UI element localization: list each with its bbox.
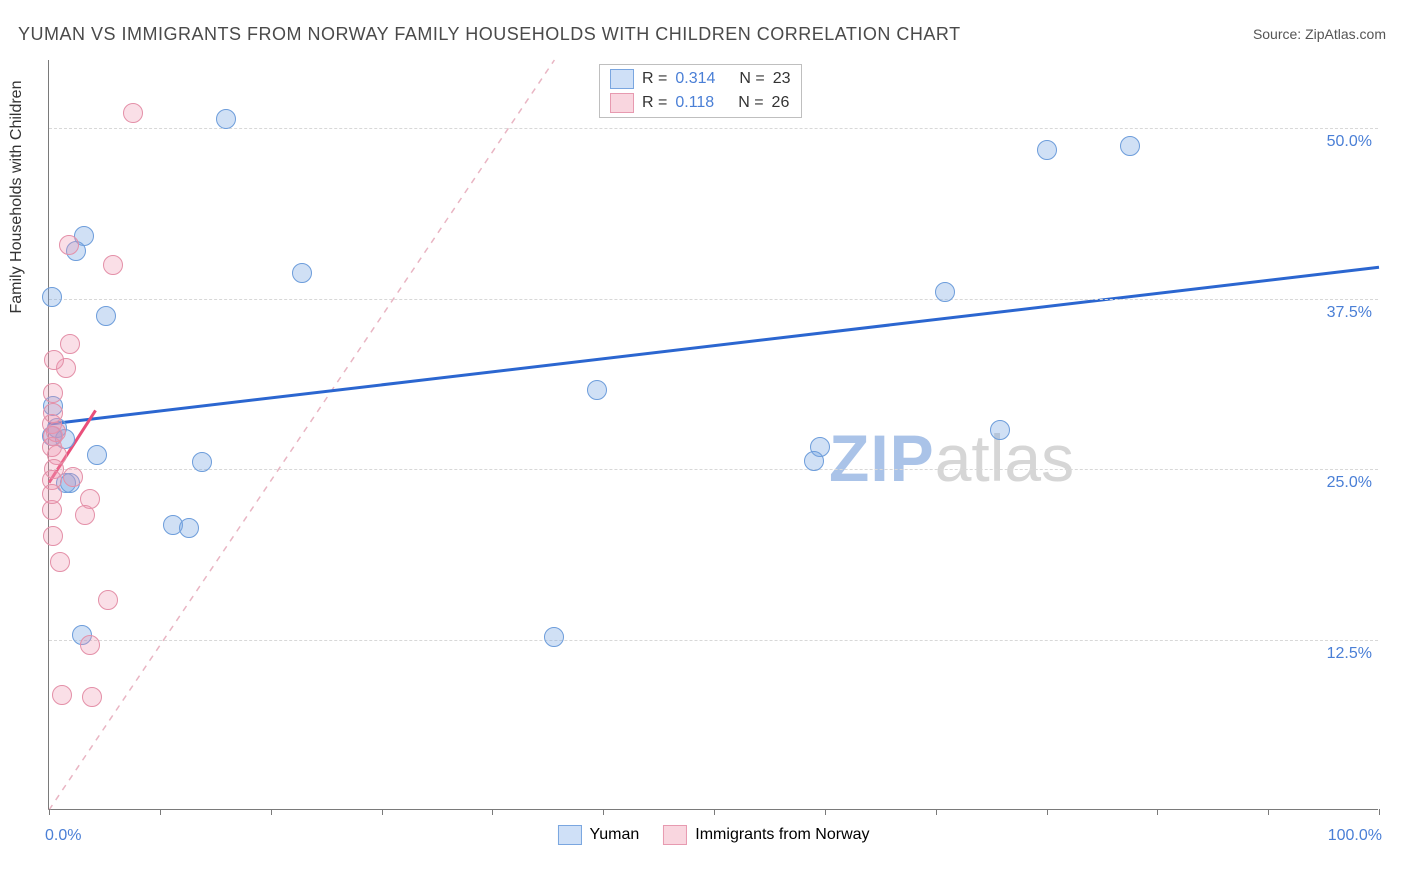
data-point [216,109,236,129]
x-tick [825,809,826,815]
data-point [42,287,62,307]
series-legend: Yuman Immigrants from Norway [557,825,869,845]
reference-line [49,60,554,810]
data-point [292,263,312,283]
data-point [82,687,102,707]
data-point [1037,140,1057,160]
data-point [42,484,62,504]
trend-line-blue [49,267,1379,424]
legend-item: Yuman [557,825,639,845]
x-tick [271,809,272,815]
y-axis-label: Family Households with Children [8,81,26,314]
legend-n-value: 26 [772,94,790,112]
x-tick [1047,809,1048,815]
y-tick-label: 25.0% [1327,474,1372,492]
data-point [43,526,63,546]
legend-row: R = 0.118 N = 26 [610,91,791,115]
gridline [49,640,1378,641]
data-point [587,380,607,400]
data-point [50,552,70,572]
legend-row: R = 0.314 N = 23 [610,67,791,91]
data-point [46,422,66,442]
stats-legend: R = 0.314 N = 23 R = 0.118 N = 26 [599,64,802,118]
data-point [935,282,955,302]
gridline [49,128,1378,129]
x-tick [1268,809,1269,815]
data-point [63,467,83,487]
x-axis-start-label: 0.0% [45,827,81,845]
x-tick [936,809,937,815]
source-label: Source: ZipAtlas.com [1253,26,1386,42]
legend-label: Immigrants from Norway [695,826,869,844]
data-point [804,451,824,471]
legend-n-label: N = [738,94,763,112]
legend-swatch [610,69,634,89]
legend-r-value: 0.314 [675,70,715,88]
chart-container: YUMAN VS IMMIGRANTS FROM NORWAY FAMILY H… [0,0,1406,892]
legend-item: Immigrants from Norway [663,825,869,845]
x-tick [382,809,383,815]
x-tick [714,809,715,815]
data-point [80,635,100,655]
data-point [59,235,79,255]
gridline [49,469,1378,470]
data-point [123,103,143,123]
legend-swatch [557,825,581,845]
data-point [990,420,1010,440]
legend-swatch [610,93,634,113]
data-point [43,383,63,403]
x-axis-end-label: 100.0% [1328,827,1382,845]
data-point [98,590,118,610]
x-tick [1379,809,1380,815]
x-tick [603,809,604,815]
data-point [44,350,64,370]
legend-label: Yuman [589,826,639,844]
x-tick [49,809,50,815]
legend-r-label: R = [642,94,667,112]
chart-title: YUMAN VS IMMIGRANTS FROM NORWAY FAMILY H… [18,24,961,45]
plot-svg [49,60,1379,810]
legend-r-label: R = [642,70,667,88]
data-point [192,452,212,472]
data-point [87,445,107,465]
x-tick [492,809,493,815]
gridline [49,299,1378,300]
y-tick-label: 50.0% [1327,133,1372,151]
y-tick-label: 37.5% [1327,304,1372,322]
data-point [179,518,199,538]
plot-area: ZIPatlas R =0.314N =23R = 0.118N =26 Yum… [48,60,1378,810]
data-point [60,334,80,354]
y-tick-label: 12.5% [1327,645,1372,663]
data-point [1120,136,1140,156]
data-point [96,306,116,326]
x-tick [160,809,161,815]
data-point [103,255,123,275]
x-tick [1157,809,1158,815]
legend-n-value: 23 [773,70,791,88]
legend-n-label: N = [739,70,764,88]
data-point [75,505,95,525]
data-point [544,627,564,647]
data-point [52,685,72,705]
legend-r-value: 0.118 [675,94,714,112]
legend-swatch [663,825,687,845]
